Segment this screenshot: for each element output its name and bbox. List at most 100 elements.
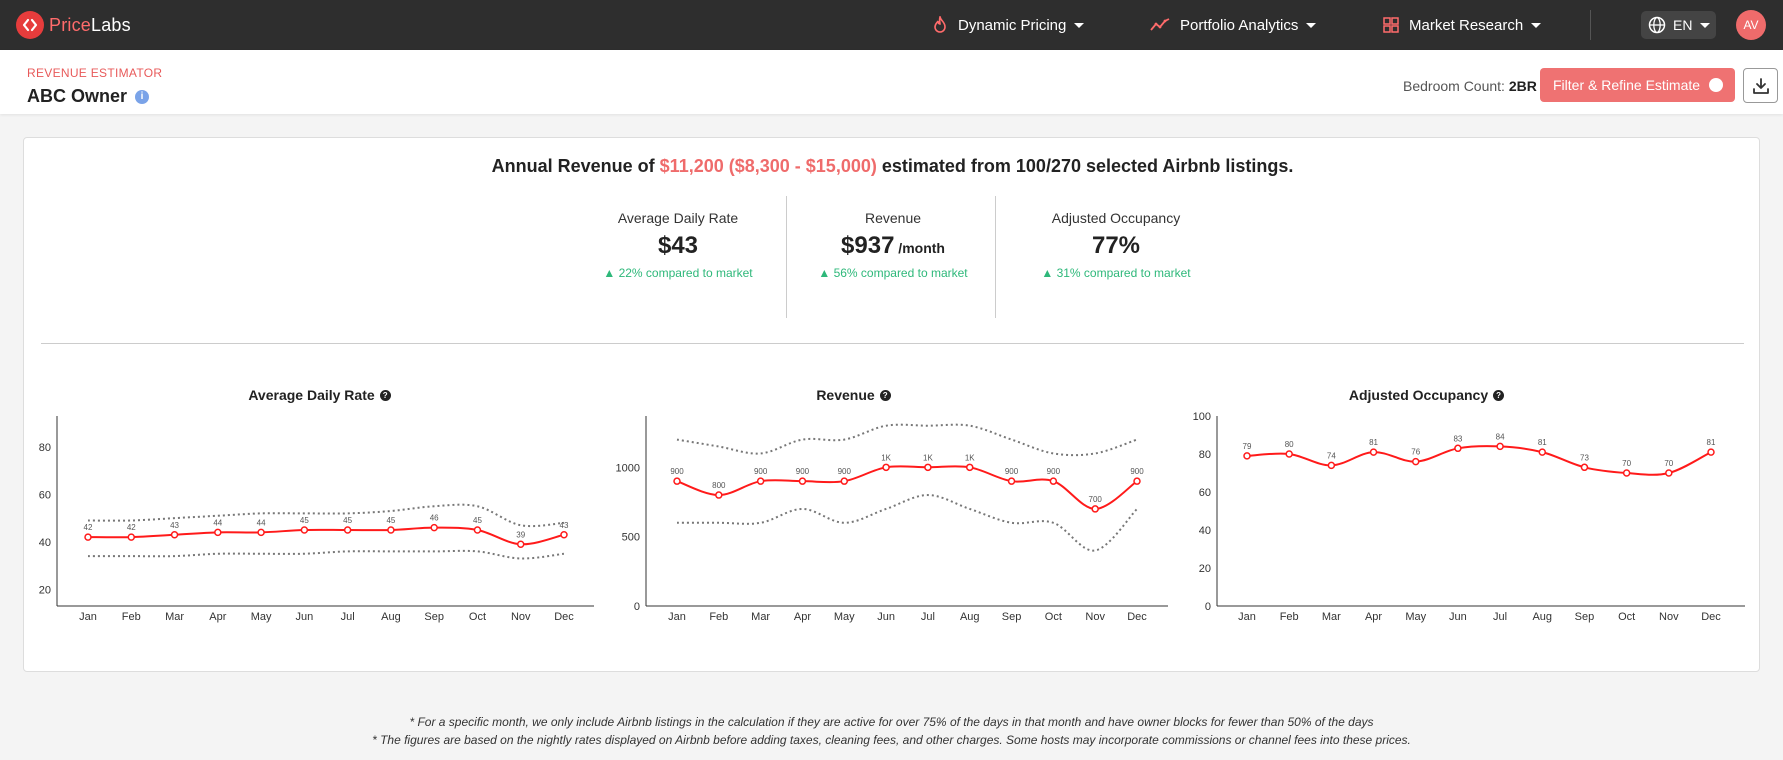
data-point[interactable] bbox=[965, 463, 974, 472]
chart-revenue: 0 500 1000 Jan Feb Mar Apr May Jun Jul Aug Sep Oct No… bbox=[616, 416, 1168, 623]
data-point[interactable] bbox=[170, 531, 179, 539]
data-point[interactable] bbox=[300, 526, 309, 534]
chart-adjusted-occupancy: 0 20 40 60 80 100 Jan Feb Mar Apr May Jun Jul Aug Sep O… bbox=[1193, 411, 1745, 623]
x-tick-label: Oct bbox=[469, 611, 486, 623]
help-icon[interactable]: ? bbox=[379, 389, 391, 401]
data-point[interactable] bbox=[430, 523, 438, 532]
stat-label: Adjusted Occupancy bbox=[1051, 210, 1181, 226]
data-label: 42 bbox=[127, 523, 136, 532]
data-label: 81 bbox=[1707, 438, 1716, 447]
data-point[interactable] bbox=[1369, 448, 1378, 456]
data-point[interactable] bbox=[343, 526, 352, 534]
data-point[interactable] bbox=[1049, 477, 1058, 485]
stat-label: Average Daily Rate bbox=[617, 210, 739, 226]
data-label: 45 bbox=[386, 516, 395, 525]
y-tick-label: 20 bbox=[1199, 563, 1211, 575]
chart-title-adr: Average Daily Rate? bbox=[57, 387, 582, 403]
data-point[interactable] bbox=[473, 526, 482, 534]
x-tick-label: Sep bbox=[1002, 611, 1022, 623]
y-tick-label: 0 bbox=[1205, 601, 1211, 613]
data-point[interactable] bbox=[516, 540, 525, 548]
bedroom-count-value: 2BR bbox=[1508, 78, 1537, 94]
summary-amount: $11,200 ($8,300 - $15,000) bbox=[659, 156, 877, 176]
data-point[interactable] bbox=[257, 528, 265, 537]
data-point[interactable] bbox=[84, 533, 92, 541]
data-point[interactable] bbox=[1091, 505, 1099, 513]
y-tick-label: 0 bbox=[634, 601, 640, 613]
stat-value: $43 bbox=[657, 232, 699, 259]
help-icon[interactable]: ? bbox=[1493, 389, 1505, 401]
download-button[interactable] bbox=[1743, 68, 1778, 103]
language-label: EN bbox=[1673, 17, 1693, 33]
info-icon[interactable]: i bbox=[135, 89, 150, 104]
data-label: 1K bbox=[881, 453, 891, 462]
data-point[interactable] bbox=[127, 533, 136, 541]
data-point[interactable] bbox=[1327, 461, 1336, 470]
x-tick-label: Apr bbox=[1365, 611, 1382, 623]
y-tick-label: 80 bbox=[1199, 449, 1211, 461]
data-label: 70 bbox=[1622, 459, 1631, 468]
data-point[interactable] bbox=[1411, 457, 1420, 466]
data-label: 44 bbox=[257, 518, 266, 527]
data-point[interactable] bbox=[882, 463, 890, 472]
x-tick-label: Jan bbox=[79, 611, 97, 623]
x-tick-label: Jun bbox=[295, 611, 313, 623]
data-point[interactable] bbox=[840, 477, 849, 485]
flame-icon bbox=[934, 16, 946, 33]
nav-market-research[interactable]: Market Research bbox=[1383, 0, 1542, 50]
data-point[interactable] bbox=[1007, 477, 1016, 485]
top-navbar: PriceLabs Dynamic Pricing Portfolio Anal… bbox=[0, 0, 1783, 50]
data-point[interactable] bbox=[756, 477, 765, 485]
brand-logo[interactable]: PriceLabs bbox=[16, 11, 131, 39]
bedroom-count: Bedroom Count: 2BR bbox=[1403, 78, 1537, 94]
data-label: 83 bbox=[1453, 434, 1462, 443]
section-eyebrow: REVENUE ESTIMATOR bbox=[27, 66, 163, 80]
x-tick-label: Mar bbox=[165, 611, 184, 623]
data-point[interactable] bbox=[924, 463, 932, 472]
data-point[interactable] bbox=[1707, 448, 1715, 456]
data-point[interactable] bbox=[1622, 469, 1631, 477]
data-point[interactable] bbox=[1285, 450, 1293, 458]
language-selector[interactable]: EN bbox=[1641, 11, 1716, 39]
data-point[interactable] bbox=[1580, 463, 1589, 472]
filter-refine-label: Filter & Refine Estimate bbox=[1553, 77, 1701, 93]
x-tick-label: Oct bbox=[1618, 611, 1635, 623]
data-point[interactable] bbox=[387, 526, 395, 534]
data-point[interactable] bbox=[1133, 477, 1141, 485]
data-point[interactable] bbox=[798, 477, 807, 485]
data-point[interactable] bbox=[1243, 452, 1251, 460]
data-label: 43 bbox=[170, 521, 179, 530]
globe-icon bbox=[1648, 16, 1666, 34]
summary-suffix: estimated from 100/270 selected Airbnb l… bbox=[881, 156, 1294, 176]
band-lower-line bbox=[676, 494, 1138, 552]
data-label: 70 bbox=[1664, 459, 1673, 468]
y-tick-label: 20 bbox=[39, 584, 51, 596]
data-label: 80 bbox=[1285, 440, 1294, 449]
user-avatar[interactable]: AV bbox=[1736, 10, 1766, 40]
data-point[interactable] bbox=[673, 477, 681, 485]
stat-delta: ▲ 56% compared to market bbox=[818, 266, 968, 280]
data-point[interactable] bbox=[1665, 469, 1673, 477]
y-tick-label: 500 bbox=[622, 532, 640, 544]
x-tick-label: Apr bbox=[209, 611, 226, 623]
data-label: 700 bbox=[1089, 495, 1103, 504]
data-point[interactable] bbox=[715, 491, 723, 499]
nav-label: Dynamic Pricing bbox=[958, 16, 1067, 34]
filter-refine-button[interactable]: Filter & Refine Estimate bbox=[1540, 68, 1735, 102]
data-point[interactable] bbox=[1538, 448, 1547, 456]
data-point[interactable] bbox=[560, 531, 568, 539]
y-tick-label: 40 bbox=[1199, 525, 1211, 537]
data-point[interactable] bbox=[214, 528, 222, 537]
nav-dynamic-pricing[interactable]: Dynamic Pricing bbox=[932, 0, 1085, 50]
data-point[interactable] bbox=[1454, 444, 1462, 453]
band-upper-line bbox=[676, 423, 1138, 457]
chevron-down-icon bbox=[1306, 22, 1317, 28]
data-label: 76 bbox=[1411, 448, 1420, 457]
data-point[interactable] bbox=[1496, 442, 1504, 451]
help-icon[interactable]: ? bbox=[879, 389, 891, 401]
x-tick-label: Jan bbox=[1238, 611, 1256, 623]
chart-title-revenue: Revenue? bbox=[591, 387, 1116, 403]
nav-label: Portfolio Analytics bbox=[1180, 16, 1299, 34]
nav-portfolio-analytics[interactable]: Portfolio Analytics bbox=[1150, 0, 1317, 50]
trend-icon bbox=[1150, 18, 1170, 31]
